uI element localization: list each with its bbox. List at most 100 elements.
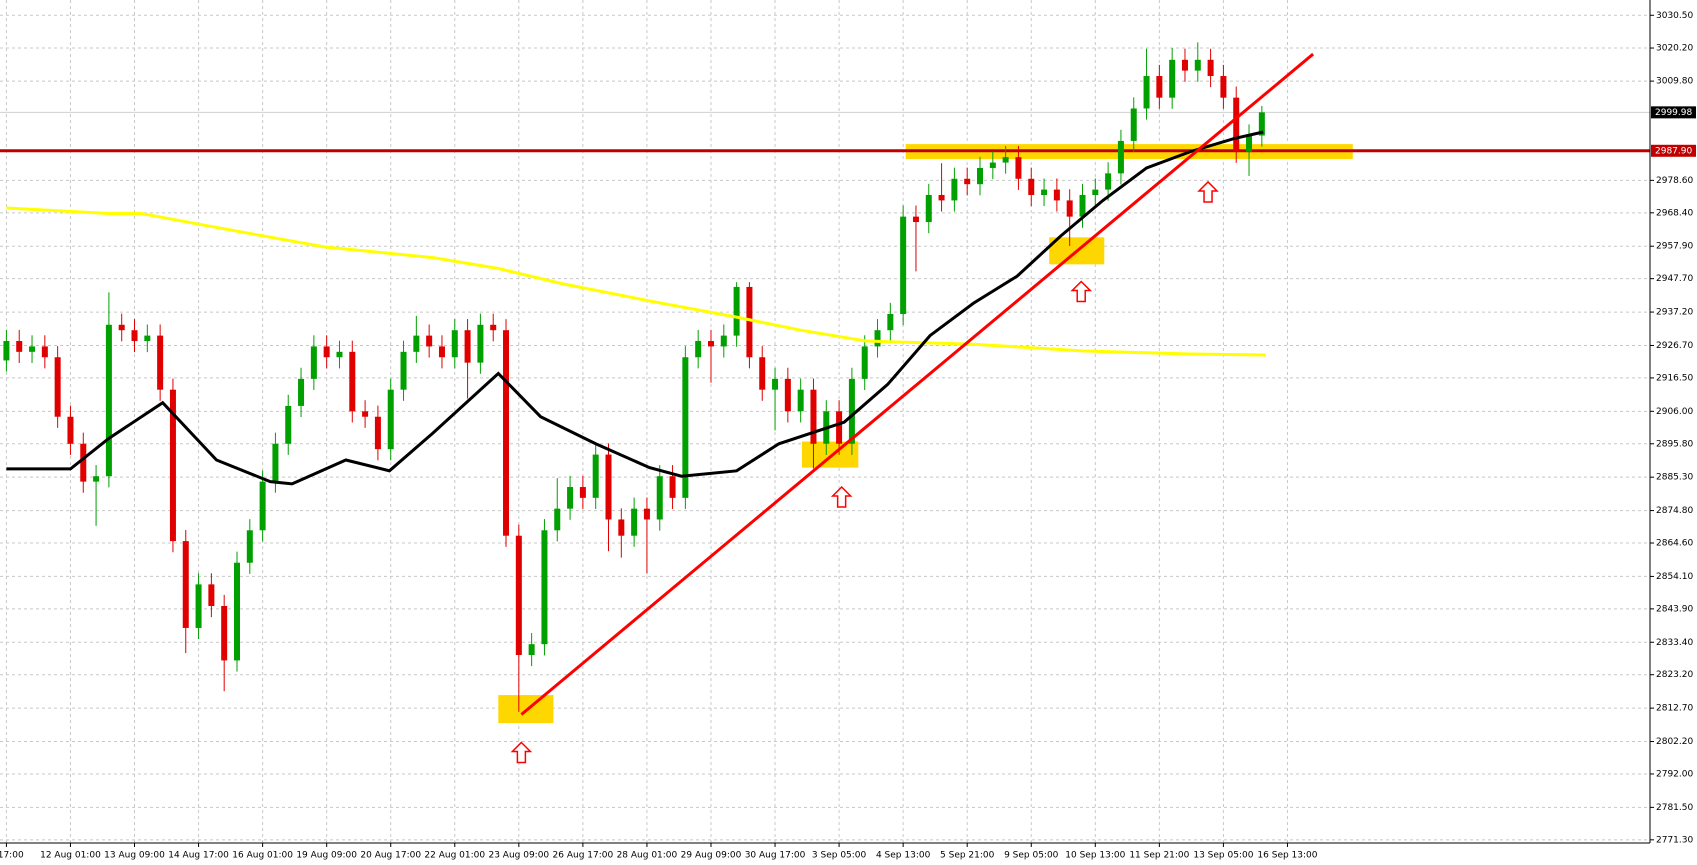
candle-body — [323, 346, 330, 358]
candle-body — [1258, 112, 1265, 136]
candle-body — [80, 443, 87, 482]
y-tick-label: 2978.60 — [1656, 176, 1693, 186]
candle-body — [285, 405, 292, 444]
candle-body — [451, 330, 458, 358]
x-tick-label: 10 Sep 13:00 — [1065, 851, 1125, 861]
candle-body — [131, 330, 138, 342]
y-tick-label: 2781.50 — [1656, 803, 1693, 813]
candle-body — [464, 330, 471, 363]
candle-body — [784, 378, 791, 412]
candle-body — [989, 162, 996, 168]
candle-body — [1194, 59, 1201, 71]
candle-body — [349, 351, 356, 412]
y-tick-label: 2885.30 — [1656, 473, 1693, 483]
candle-body — [1105, 173, 1112, 190]
x-tick-label: 13 Aug 09:00 — [104, 851, 165, 861]
candle-body — [1169, 59, 1176, 98]
candle-body — [925, 195, 932, 223]
candle-body — [16, 341, 23, 352]
x-tick-label: 30 Aug 17:00 — [745, 851, 806, 861]
candle-body — [1015, 157, 1022, 179]
y-tick-label: 2771.30 — [1656, 835, 1693, 845]
candle-body — [567, 487, 574, 509]
x-tick-label: 22 Aug 01:00 — [424, 851, 485, 861]
x-tick-label: 19 Aug 09:00 — [296, 851, 357, 861]
candle-body — [1130, 108, 1137, 141]
candle-body — [1156, 76, 1163, 98]
x-tick-label: 16 Sep 13:00 — [1257, 851, 1317, 861]
candle-body — [656, 476, 663, 520]
candle-body — [797, 389, 804, 412]
candle-body — [259, 481, 266, 531]
y-tick-label: 2926.70 — [1656, 341, 1693, 351]
x-tick-label: 3 Sep 05:00 — [812, 851, 867, 861]
candle-body — [707, 341, 714, 347]
candle-body — [964, 178, 971, 185]
x-tick-label: 14 Aug 17:00 — [168, 851, 229, 861]
y-tick-label: 2802.20 — [1656, 737, 1693, 747]
candle-body — [3, 341, 10, 361]
candle-body — [118, 324, 125, 331]
candle-body — [1002, 157, 1009, 163]
y-tick-label: 2906.00 — [1656, 407, 1693, 417]
candle-body — [208, 584, 215, 607]
candle-body — [298, 378, 305, 406]
candle-body — [1207, 59, 1214, 77]
candle-body — [336, 351, 343, 358]
line-series — [520, 52, 1315, 716]
level-box — [1651, 144, 1696, 157]
y-tick-label: 3020.20 — [1656, 44, 1693, 54]
candle-body — [426, 335, 433, 347]
x-tick-label: 11 Sep 21:00 — [1129, 851, 1189, 861]
zone — [801, 441, 859, 468]
x-tick-label: 23 Aug 09:00 — [488, 851, 549, 861]
candle-body — [182, 541, 189, 628]
candle-body — [1092, 189, 1099, 196]
candle-body — [400, 351, 407, 390]
candle-body — [669, 476, 676, 498]
candle-body — [579, 487, 586, 498]
candle-body — [1233, 97, 1240, 152]
candle-body — [682, 357, 689, 498]
candle-body — [93, 476, 100, 482]
candle-body — [605, 454, 612, 520]
level-label: 2987.90 — [1655, 146, 1692, 156]
x-tick-label: 12 Aug 01:00 — [40, 851, 101, 861]
candle-body — [887, 313, 894, 331]
candle-body — [861, 346, 868, 379]
candle-body — [938, 195, 945, 201]
candle-body — [772, 378, 779, 390]
candle-body — [503, 330, 510, 536]
x-tick-label: 4 Sep 13:00 — [876, 851, 931, 861]
y-tick-label: 2968.40 — [1656, 208, 1693, 218]
x-tick-label: 28 Aug 01:00 — [617, 851, 678, 861]
candle-body — [733, 286, 740, 336]
y-tick-label: 3030.50 — [1656, 11, 1693, 21]
line-series — [6, 130, 1264, 486]
candle-body — [720, 335, 727, 347]
current-price-box — [1651, 106, 1696, 119]
y-tick-label: 2792.00 — [1656, 769, 1693, 779]
candle-body — [541, 530, 548, 645]
x-tick-label: 26 Aug 17:00 — [553, 851, 614, 861]
candle-body — [195, 584, 202, 628]
arrow — [1070, 280, 1093, 303]
candle-body — [477, 324, 484, 363]
arrow — [830, 485, 853, 508]
candle-body — [912, 216, 919, 223]
candle-body — [836, 411, 843, 444]
candle-body — [362, 411, 369, 417]
x-tick-label: 13 Sep 05:00 — [1193, 851, 1253, 861]
candle-body — [900, 216, 907, 314]
y-tick-label: 2874.80 — [1656, 506, 1693, 516]
candle-body — [29, 346, 36, 352]
plot — [0, 0, 1650, 843]
y-tick-label: 2843.90 — [1656, 604, 1693, 614]
y-tick-label: 2895.80 — [1656, 439, 1693, 449]
candle-body — [246, 530, 253, 563]
x-tick-label: 16 Aug 01:00 — [232, 851, 293, 861]
candle-body — [310, 346, 317, 379]
candle-body — [528, 644, 535, 655]
